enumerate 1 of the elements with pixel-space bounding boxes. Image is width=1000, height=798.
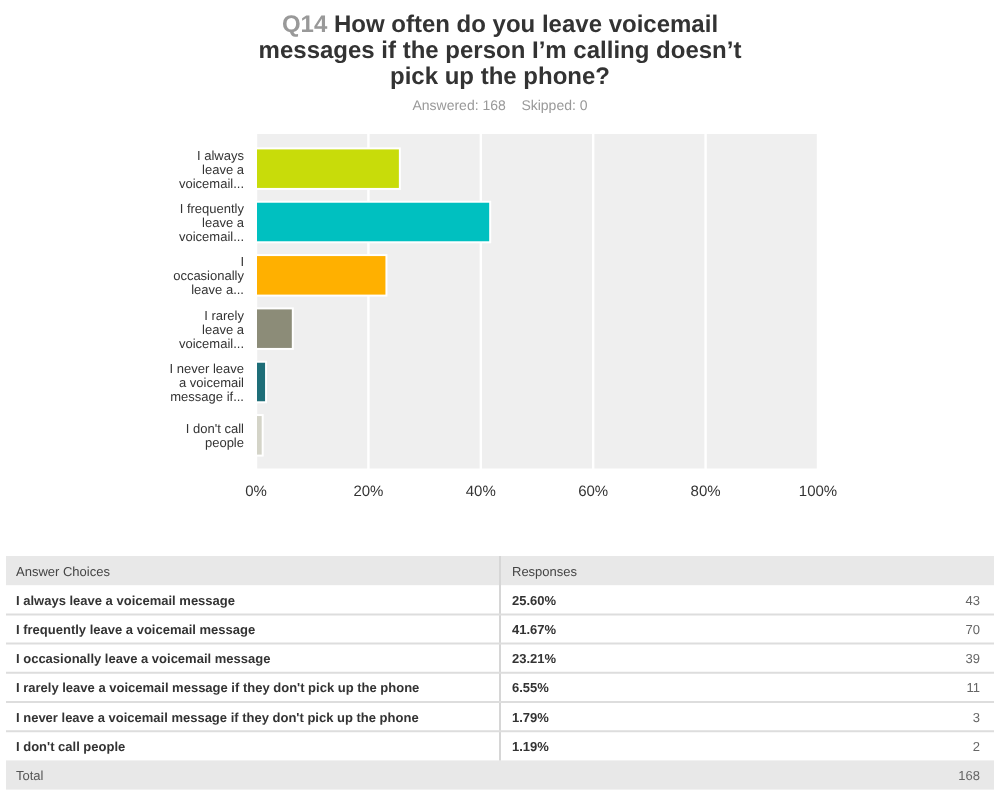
chart-title: Q14 How often do you leave voicemail messages if the person I’m calling doesn’t pick up the phone? <box>258 10 742 90</box>
